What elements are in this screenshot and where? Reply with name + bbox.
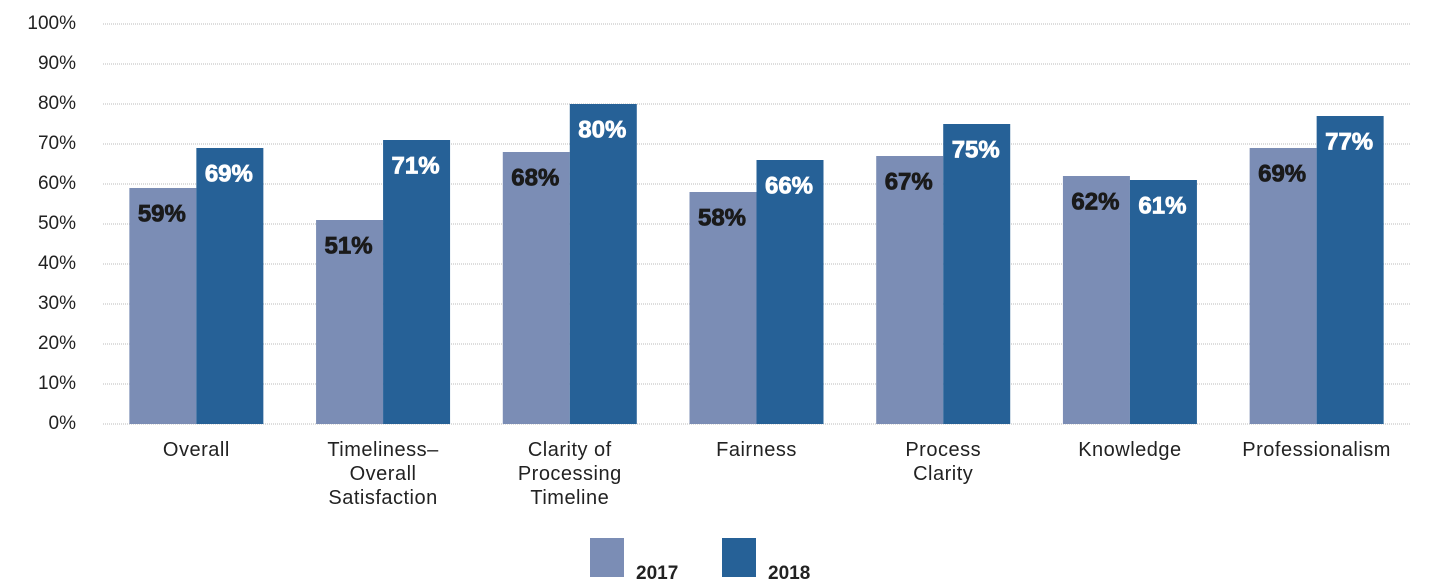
bar [383, 140, 451, 424]
bar [196, 148, 264, 424]
y-tick-label: 80% [38, 93, 76, 114]
y-tick-label: 90% [38, 53, 76, 74]
bar [1316, 116, 1384, 424]
y-tick-label: 30% [38, 293, 76, 314]
data-label: 61% [1138, 192, 1186, 219]
y-tick-label: 50% [38, 213, 76, 234]
data-label: 71% [392, 152, 440, 179]
legend-swatch [722, 538, 756, 577]
legend-label: 2017 [636, 563, 678, 584]
data-label: 69% [205, 160, 253, 187]
bar [756, 160, 824, 424]
x-tick-label: Professionalism [1242, 439, 1391, 461]
y-tick-label: 70% [38, 133, 76, 154]
legend-label: 2018 [768, 563, 810, 584]
y-tick-label: 10% [38, 373, 76, 394]
bar [1062, 176, 1130, 424]
bar [1129, 180, 1197, 424]
data-label: 68% [511, 164, 559, 191]
y-tick-label: 100% [27, 13, 76, 34]
data-label: 69% [1258, 160, 1306, 187]
data-label: 80% [578, 116, 626, 143]
x-tick-label: Timeliness– Overall Satisfaction [327, 439, 439, 509]
data-label: 62% [1071, 188, 1119, 215]
y-tick-label: 40% [38, 253, 76, 274]
bar [1249, 148, 1317, 424]
data-label: 58% [698, 204, 746, 231]
x-tick-label: Fairness [716, 439, 797, 461]
bar [569, 104, 637, 424]
legend-swatch [590, 538, 624, 577]
bar [943, 124, 1011, 424]
bar [876, 156, 944, 424]
x-tick-label: Clarity of Processing Timeline [517, 439, 622, 509]
data-label: 67% [885, 168, 933, 195]
x-tick-label: Knowledge [1078, 439, 1182, 461]
data-label: 51% [325, 232, 373, 259]
bar [129, 188, 197, 424]
data-label: 77% [1325, 128, 1373, 155]
bar [502, 152, 570, 424]
y-tick-label: 20% [38, 333, 76, 354]
bar [316, 220, 384, 424]
y-tick-label: 60% [38, 173, 76, 194]
data-label: 59% [138, 200, 186, 227]
bar [689, 192, 757, 424]
data-label: 66% [765, 172, 813, 199]
x-tick-label: Process Clarity [905, 439, 982, 485]
y-tick-label: 0% [49, 413, 77, 434]
x-tick-label: Overall [162, 439, 230, 461]
data-label: 75% [952, 136, 1000, 163]
